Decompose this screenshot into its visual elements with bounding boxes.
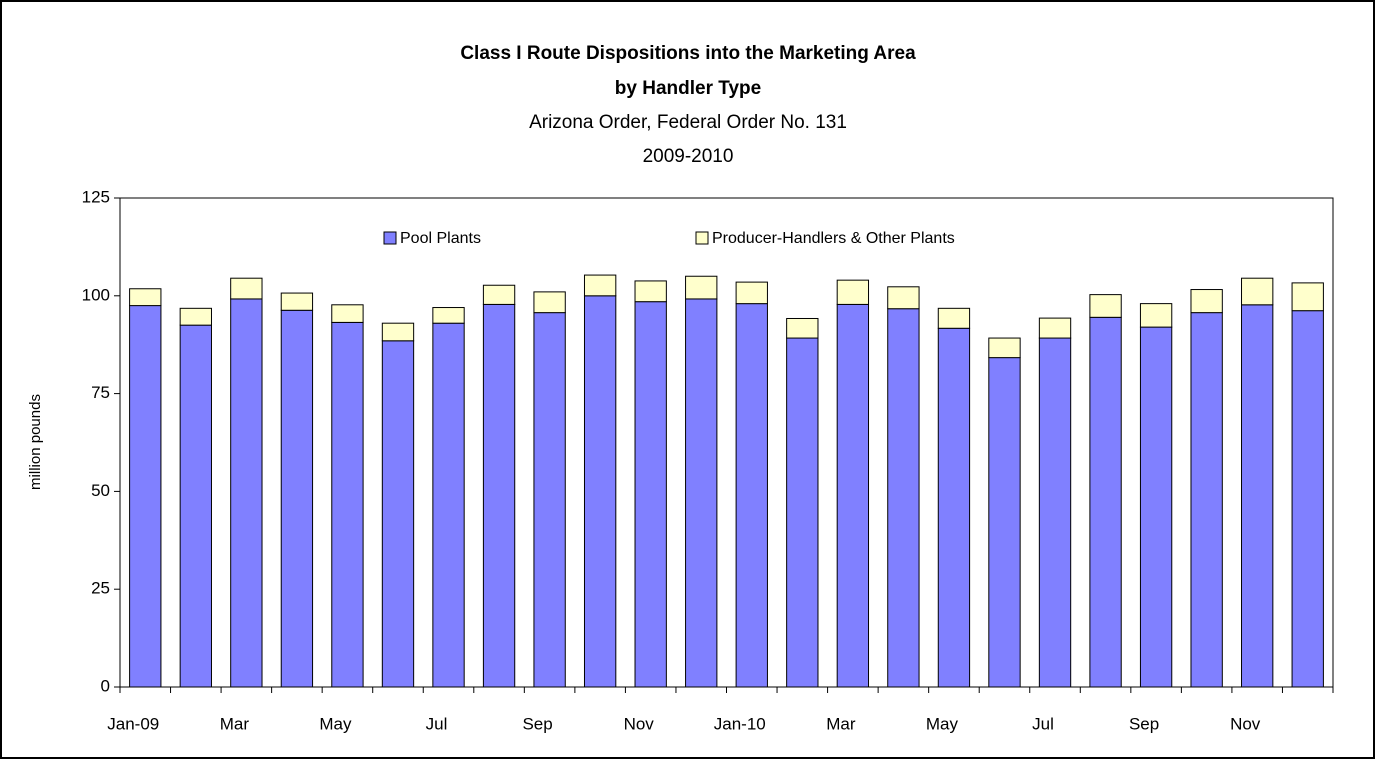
bar-segment bbox=[432, 307, 465, 324]
bar-segment bbox=[836, 279, 870, 305]
x-tick-label: Jul bbox=[1032, 714, 1054, 733]
chart-subtitle: Arizona Order, Federal Order No. 131 bbox=[529, 112, 847, 133]
y-tick-label: 100 bbox=[82, 285, 110, 304]
bar-segment bbox=[887, 286, 920, 310]
bar-segment bbox=[381, 340, 415, 688]
bar-segment bbox=[786, 337, 819, 688]
bar-segment bbox=[280, 292, 314, 311]
legend-label: Producer-Handlers & Other Plants bbox=[712, 230, 955, 247]
legend-swatch bbox=[383, 231, 397, 245]
y-tick-label: 50 bbox=[91, 481, 110, 500]
bar-segment bbox=[1089, 294, 1122, 318]
bar-segment bbox=[482, 303, 516, 688]
bar-segment bbox=[685, 275, 718, 300]
bar-segment bbox=[1190, 312, 1223, 688]
bar-segment bbox=[179, 307, 212, 326]
bar-segment bbox=[937, 307, 971, 329]
x-tick-label: Nov bbox=[1230, 714, 1261, 733]
bar-segment bbox=[179, 324, 212, 688]
bar-segment bbox=[786, 317, 819, 339]
bar-segment bbox=[836, 303, 870, 688]
bar-segment bbox=[988, 337, 1021, 359]
bar-segment bbox=[381, 322, 415, 342]
bar-segment bbox=[735, 281, 768, 305]
bar-segment bbox=[129, 305, 162, 688]
bar-segment bbox=[583, 295, 617, 688]
x-tick-label: Mar bbox=[220, 714, 250, 733]
x-tick-label: Jul bbox=[426, 714, 448, 733]
bar-segment bbox=[482, 284, 516, 305]
y-axis-label: million pounds bbox=[27, 394, 44, 490]
bar-segment bbox=[1190, 289, 1223, 314]
bar-segment bbox=[1241, 304, 1274, 688]
bar-segment bbox=[280, 309, 314, 688]
bar-segment bbox=[533, 291, 566, 314]
x-tick-label: Jan-09 bbox=[107, 714, 159, 733]
bar-segment bbox=[937, 327, 971, 688]
bar-segment bbox=[331, 321, 364, 688]
x-tick-label: Sep bbox=[1129, 714, 1159, 733]
bar-segment bbox=[1089, 316, 1122, 688]
legend-label: Pool Plants bbox=[400, 230, 481, 247]
y-tick-label: 0 bbox=[101, 676, 110, 695]
bar-segment bbox=[735, 303, 768, 688]
x-tick-label: Jan-10 bbox=[714, 714, 766, 733]
bar-segment bbox=[634, 280, 667, 303]
bar-segment bbox=[583, 274, 617, 297]
y-tick-label: 25 bbox=[91, 579, 110, 598]
legend-swatch bbox=[695, 231, 709, 245]
x-tick-label: Mar bbox=[826, 714, 856, 733]
bar-segment bbox=[1241, 277, 1274, 306]
x-tick-label: Sep bbox=[522, 714, 552, 733]
bar-segment bbox=[331, 304, 364, 323]
chart-subtitle: 2009-2010 bbox=[643, 146, 734, 167]
x-tick-label: May bbox=[926, 714, 959, 733]
bar-segment bbox=[533, 312, 566, 688]
bar-segment bbox=[230, 277, 263, 300]
bar-segment bbox=[1038, 337, 1072, 688]
bar-segment bbox=[1291, 282, 1324, 312]
bar-segment bbox=[129, 288, 162, 307]
bar-segment bbox=[1139, 303, 1173, 328]
bar-segment bbox=[432, 322, 465, 688]
bar-segment bbox=[887, 308, 920, 688]
bar-segment bbox=[685, 298, 718, 688]
bar-segment bbox=[988, 357, 1021, 688]
chart-title: by Handler Type bbox=[615, 78, 761, 99]
bar-segment bbox=[230, 298, 263, 688]
y-tick-label: 75 bbox=[91, 383, 110, 402]
y-tick-label: 125 bbox=[82, 187, 110, 206]
bar-segment bbox=[1139, 326, 1173, 688]
bar-segment bbox=[1291, 310, 1324, 688]
bar-segment bbox=[1038, 317, 1072, 339]
x-tick-label: Nov bbox=[624, 714, 655, 733]
bar-segment bbox=[634, 301, 667, 688]
chart-title: Class I Route Dispositions into the Mark… bbox=[460, 43, 916, 64]
x-tick-label: May bbox=[319, 714, 352, 733]
